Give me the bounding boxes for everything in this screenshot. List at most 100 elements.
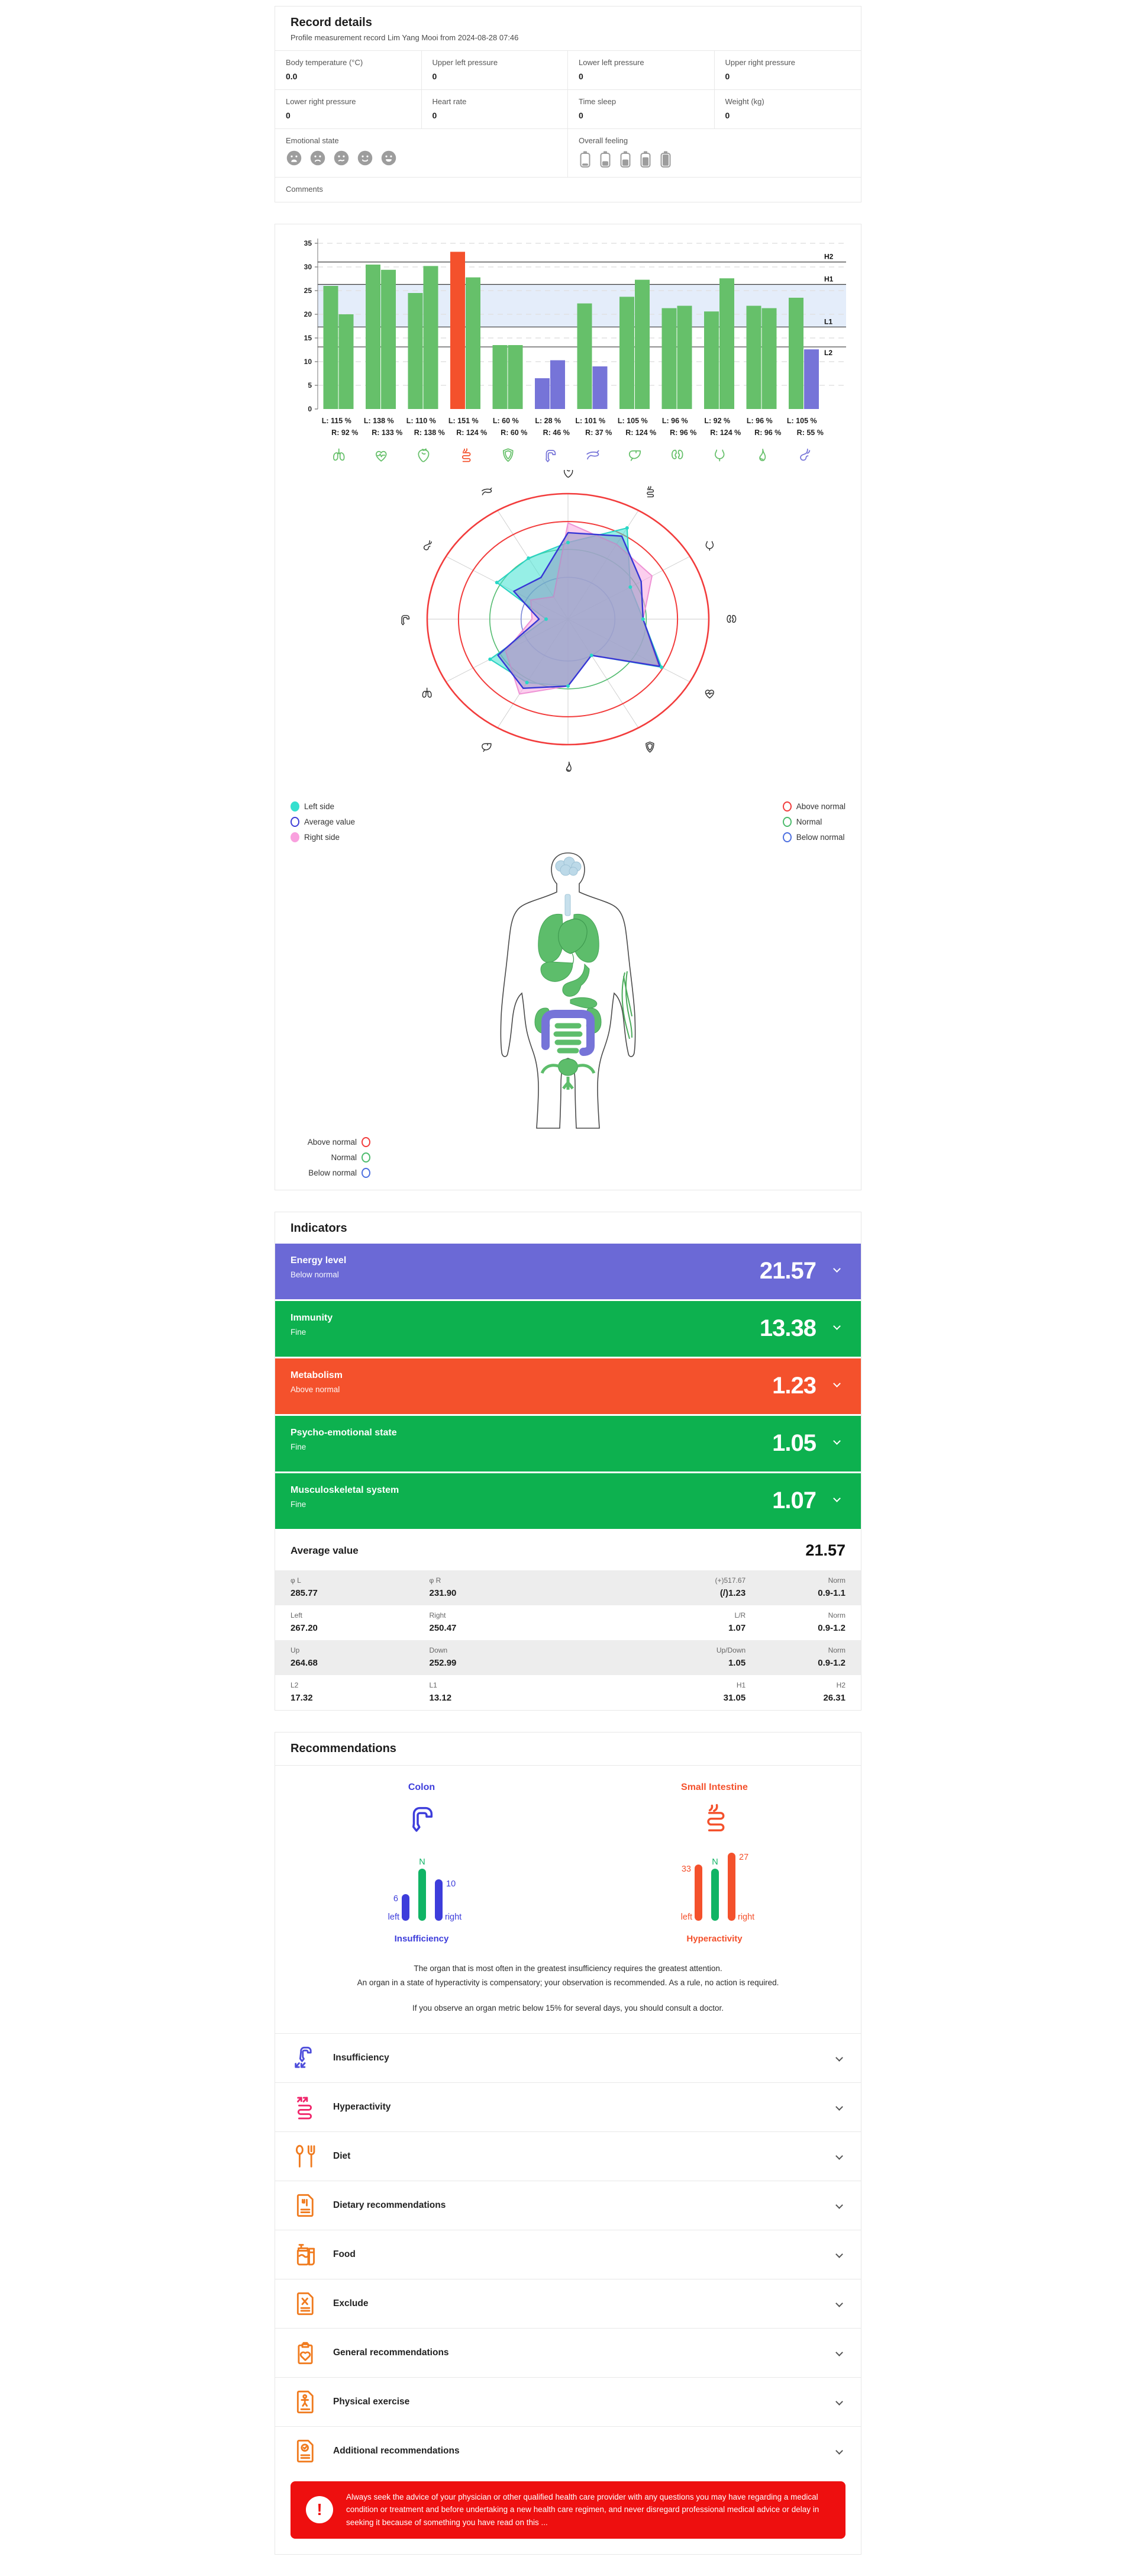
table-row: Left 267.20 Right 250.47 L/R 1.07 Norm 0.9-1.2 bbox=[275, 1605, 861, 1640]
emoji-smile-icon[interactable] bbox=[357, 150, 373, 166]
svg-text:30: 30 bbox=[304, 263, 312, 271]
battery-55-icon[interactable] bbox=[619, 150, 632, 169]
accordion-label: Food bbox=[333, 2249, 356, 2259]
indicators-card: Indicators Energy level Below normal 21.57… bbox=[275, 1212, 861, 1711]
acc-dietary-icon bbox=[296, 2194, 314, 2217]
chevron-down-icon[interactable] bbox=[835, 2201, 843, 2210]
acc-additional-icon bbox=[296, 2439, 314, 2462]
liver-organ[interactable] bbox=[540, 961, 573, 982]
indicator-immunity[interactable]: Immunity Fine 13.38 bbox=[275, 1301, 861, 1357]
svg-text:35: 35 bbox=[304, 239, 312, 247]
chevron-down-icon[interactable] bbox=[835, 2152, 843, 2160]
indicator-metabolism[interactable]: Metabolism Above normal 1.23 bbox=[275, 1358, 861, 1414]
battery-40-icon[interactable] bbox=[599, 150, 612, 169]
svg-text:6: 6 bbox=[393, 1894, 398, 1904]
bar-bladder-L bbox=[704, 311, 719, 409]
svg-text:L: 105 %: L: 105 % bbox=[618, 417, 648, 425]
stomach-organ[interactable] bbox=[562, 963, 598, 1009]
lungs-axis-icon bbox=[422, 687, 432, 698]
accordion-physical-exercise[interactable]: Physical exercise bbox=[275, 2377, 861, 2426]
recommendation-accordion: Insufficiency Hyperactivity Diet Dietary re… bbox=[275, 2033, 861, 2475]
legend-item: Left side bbox=[291, 801, 355, 812]
svg-text:L: 110 %: L: 110 % bbox=[406, 417, 436, 425]
organ-attention-blocks: Colon 6 N 10 left right Insufficiency Small Int… bbox=[275, 1766, 861, 1946]
table-cell: Norm 0.9-1.2 bbox=[818, 1646, 845, 1668]
bar-pericardium-R bbox=[381, 269, 396, 409]
battery-100-icon[interactable] bbox=[659, 150, 672, 169]
values-table: φ L 285.77 φ R 231.90 (+)517.67 (/)1.23 Norm 0.… bbox=[275, 1570, 861, 1710]
accordion-label: Insufficiency bbox=[333, 2052, 389, 2063]
battery-75-icon[interactable] bbox=[639, 150, 652, 169]
bar-shield-R bbox=[508, 345, 523, 409]
bar-pancreas-L bbox=[577, 303, 592, 409]
indicator-label: Psycho-emotional state bbox=[291, 1428, 397, 1438]
svg-text:R: 96 %: R: 96 % bbox=[754, 429, 781, 437]
bar-kidneys-L bbox=[661, 308, 677, 409]
accordion-label: General recommendations bbox=[333, 2347, 449, 2358]
accordion-hyperactivity[interactable]: Hyperactivity bbox=[275, 2082, 861, 2131]
svg-text:L2: L2 bbox=[824, 349, 832, 357]
indicator-psycho-emotional-state[interactable]: Psycho-emotional state Fine 1.05 bbox=[275, 1416, 861, 1471]
accordion-insufficiency[interactable]: Insufficiency bbox=[275, 2033, 861, 2082]
bar-heart-L bbox=[408, 293, 423, 409]
stomach-meridian-icon bbox=[800, 448, 811, 461]
emoji-sad-icon[interactable] bbox=[309, 150, 326, 166]
table-cell: Left 267.20 bbox=[291, 1611, 318, 1633]
accordion-food[interactable]: Food bbox=[275, 2229, 861, 2279]
comments-section[interactable]: Comments bbox=[275, 177, 861, 202]
heart-axis-icon bbox=[563, 470, 573, 478]
accordion-label: Exclude bbox=[333, 2298, 369, 2308]
svg-text:L: 151 %: L: 151 % bbox=[448, 417, 479, 425]
table-cell: Up 264.68 bbox=[291, 1646, 318, 1668]
brain-organ[interactable] bbox=[555, 856, 582, 876]
accordion-dietary-recommendations[interactable]: Dietary recommendations bbox=[275, 2180, 861, 2230]
chevron-down-icon[interactable] bbox=[835, 2349, 843, 2357]
chevron-down-icon[interactable] bbox=[835, 2103, 843, 2111]
acc-food-icon bbox=[296, 2243, 315, 2266]
svg-text:L: 96 %: L: 96 % bbox=[662, 417, 688, 425]
accordion-label: Hyperactivity bbox=[333, 2101, 391, 2112]
accordion-exclude[interactable]: Exclude bbox=[275, 2278, 861, 2328]
average-value-row: Average value 21.57 bbox=[291, 1541, 845, 1559]
bar-gallbladder-R bbox=[761, 308, 777, 409]
bar-pancreas-R bbox=[592, 366, 608, 409]
organ-lr-mini-chart: 33 N 27 left right bbox=[680, 1853, 754, 1922]
indicator-musculoskeletal-system[interactable]: Musculoskeletal system Fine 1.07 bbox=[275, 1473, 861, 1529]
record-details-subtitle: Profile measurement record Lim Yang Mooi… bbox=[291, 33, 519, 42]
accordion-additional-recommendations[interactable]: Additional recommendations bbox=[275, 2426, 861, 2475]
svg-text:25: 25 bbox=[304, 286, 312, 295]
heart-organ[interactable] bbox=[558, 918, 588, 970]
radar-legend: Left side Average value Right side Above n… bbox=[275, 799, 861, 848]
accordion-label: Dietary recommendations bbox=[333, 2200, 446, 2210]
indicator-value: 13.38 bbox=[759, 1315, 816, 1341]
colon-organ[interactable] bbox=[541, 1010, 595, 1056]
legend-item: Above normal bbox=[782, 801, 845, 812]
accordion-general-recommendations[interactable]: General recommendations bbox=[275, 2327, 861, 2377]
accordion-diet[interactable]: Diet bbox=[275, 2131, 861, 2181]
bar-gallbladder-L bbox=[746, 305, 761, 409]
pericardium-meridian-icon bbox=[375, 450, 387, 462]
emoji-happy-icon[interactable] bbox=[380, 150, 397, 166]
chevron-down-icon[interactable] bbox=[835, 2250, 843, 2259]
indicator-energy-level[interactable]: Energy level Below normal 21.57 bbox=[275, 1244, 861, 1299]
indicator-label: Energy level bbox=[291, 1255, 347, 1266]
chevron-down-icon[interactable] bbox=[835, 2398, 843, 2406]
organ-block-small-intestine: Small Intestine 33 N 27 left right Hyperactivi… bbox=[568, 1782, 861, 1944]
bladder-organ[interactable] bbox=[540, 1058, 596, 1090]
acc-dietary-icon bbox=[296, 2194, 314, 2217]
accordion-label: Physical exercise bbox=[333, 2396, 410, 2407]
emoji-very-sad-icon[interactable] bbox=[286, 150, 302, 166]
battery-20-icon[interactable] bbox=[579, 150, 592, 169]
indicator-value: 1.23 bbox=[772, 1373, 816, 1399]
table-cell: φ R 231.90 bbox=[429, 1576, 457, 1598]
colon-icon bbox=[412, 1807, 433, 1832]
chevron-down-icon[interactable] bbox=[835, 2447, 843, 2455]
small-intestine-organ[interactable] bbox=[553, 1023, 583, 1054]
emoji-confused-icon[interactable] bbox=[333, 150, 350, 166]
field-lower-right-pressure: Lower right pressure 0 bbox=[275, 89, 422, 128]
chevron-down-icon[interactable] bbox=[835, 2054, 843, 2062]
svg-text:N: N bbox=[712, 1857, 718, 1867]
emotional-state-cell: Emotional state bbox=[275, 128, 568, 177]
chevron-down-icon[interactable] bbox=[835, 2300, 843, 2308]
shield-axis-icon bbox=[646, 741, 654, 753]
